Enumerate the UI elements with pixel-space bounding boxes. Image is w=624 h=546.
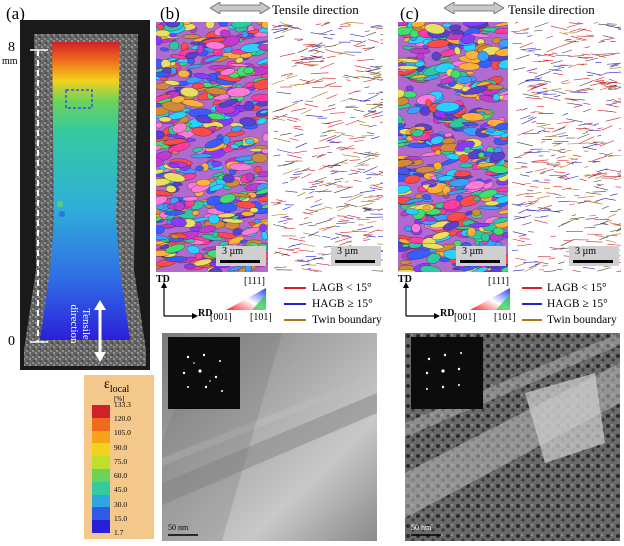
colorbar-segment: [92, 494, 110, 508]
scale-bar-label-b2: 3 µm: [337, 246, 359, 257]
boundary-legend-b: LAGB < 15° HAGB ≥ 15° Twin boundary: [284, 280, 394, 328]
legend-swatch: [284, 303, 306, 305]
ipf-map-svg-b: [156, 22, 268, 272]
colorbar-tick-label: 133.3: [114, 400, 131, 409]
legend-item-hagb: HAGB ≥ 15°: [522, 296, 624, 312]
axes-legend-b: TD RD: [156, 274, 212, 320]
tensile-arrow-b: [210, 2, 270, 14]
colorbar-segment: [92, 469, 110, 482]
ipf-map-c: 3 µm: [398, 22, 508, 272]
boundary-map-svg-c: [511, 22, 621, 272]
legend-item-twin: Twin boundary: [522, 312, 624, 328]
ipf-key-c: [111] [001] [101]: [454, 276, 522, 324]
ipf-triangle-icon: [226, 288, 266, 310]
colorbar-unit: [%]: [114, 395, 125, 403]
colorbar-tick-label: 120.0: [114, 414, 131, 424]
axes-legend-c: TD RD: [398, 274, 454, 320]
panel-label-b: (b): [160, 4, 180, 23]
colorbar-tick-label: 45.0: [114, 485, 128, 495]
colorbar-segment: [92, 443, 110, 457]
ipf-111-label: [111]: [488, 276, 509, 287]
scale-bar-b2: [335, 260, 375, 263]
axis-td-label: TD: [156, 274, 170, 285]
double-arrow-icon: [210, 2, 270, 14]
boundary-map-c: 3 µm: [511, 22, 621, 272]
boundary-legend-c: LAGB < 15° HAGB ≥ 15° Twin boundary: [522, 280, 624, 328]
ipf-key-b: [111] [001] [101]: [210, 276, 278, 324]
double-arrow-icon: [444, 2, 504, 14]
axis-rd-label: RD: [198, 308, 213, 319]
ipf-111-label: [111]: [244, 276, 265, 287]
tem-scale-label-b: 50 nm: [168, 523, 189, 532]
tem-image-svg-b: [162, 333, 377, 541]
legend-swatch: [522, 287, 542, 289]
tem-scale-label-c: 50 nm: [411, 523, 432, 532]
boundary-map-b: 3 µm: [271, 22, 383, 272]
scale-bar-b1: [220, 260, 260, 263]
colorbar-tick-label: 105.0: [114, 428, 131, 438]
colorbar-segment: [92, 417, 110, 431]
tem-image-c: 50 nm: [405, 333, 620, 541]
tem-image-svg-c: [405, 333, 620, 541]
scale-bar-label-c1: 3 µm: [462, 246, 484, 257]
tensile-direction-b: Tensile direction: [272, 2, 359, 17]
axis-rd-label: RD: [440, 308, 455, 319]
legend-item-lagb: LAGB < 15°: [522, 280, 624, 296]
ipf-map-svg-c: [398, 22, 508, 272]
scale-bar-c2: [573, 260, 613, 263]
colorbar-title: εlocal: [104, 377, 130, 395]
axes-icon: [403, 282, 440, 319]
colorbar-segment: [92, 430, 110, 444]
strain-map-svg: [20, 20, 150, 370]
legend-swatch: [284, 287, 306, 289]
scale-bar-label-b1: 3 µm: [222, 246, 244, 257]
panel-label-c: (c): [400, 4, 419, 23]
ipf-101-label: [101]: [494, 312, 516, 323]
ipf-001-label: [001]: [454, 312, 476, 323]
colorbar-segment: [92, 405, 110, 418]
scale-unit-label: mm: [2, 56, 18, 67]
colorbar-segment: [92, 481, 110, 495]
colorbar-tick-label: 90.0: [114, 442, 128, 452]
scale-bar-c1: [460, 260, 500, 263]
legend-swatch: [522, 303, 542, 305]
colorbar-panel: εlocal [%] 133.3 120.0 105.0 90.0 75.0 60.0 45…: [84, 375, 154, 539]
axes-icon: [161, 282, 198, 319]
tensile-direction-c: Tensile direction: [508, 2, 595, 17]
ipf-101-label: [101]: [250, 312, 272, 323]
colorbar-segment: [92, 456, 110, 469]
colorbar-tick-label: 30.0: [114, 499, 128, 509]
colorbar-segment: [92, 520, 110, 533]
boundary-map-svg-b: [271, 22, 383, 272]
colorbar-strip: [92, 405, 110, 533]
scale-bar-label-c2: 3 µm: [575, 246, 597, 257]
colorbar-tick-label: 15.0: [114, 513, 128, 523]
tensile-arrow-c: [444, 2, 504, 14]
colorbar-tick-label: 75.0: [114, 456, 128, 466]
colorbar-ticks: 133.3 120.0 105.0 90.0 75.0 60.0 45.0 30.0 15.0 1…: [114, 400, 154, 537]
legend-item-hagb: HAGB ≥ 15°: [284, 296, 394, 312]
legend-swatch: [522, 319, 542, 321]
ipf-map-b: 3 µm: [156, 22, 268, 272]
scale-bottom-label: 0: [8, 334, 15, 349]
tensile-direction-label: Tensile direction: [68, 304, 92, 344]
strain-map: [20, 20, 150, 370]
legend-swatch: [284, 319, 306, 321]
panel-label-a: (a): [6, 4, 25, 23]
colorbar-tick-label: 1.7: [114, 528, 124, 537]
ipf-triangle-icon: [470, 288, 510, 310]
colorbar-tick-label: 60.0: [114, 471, 128, 481]
ipf-001-label: [001]: [210, 312, 232, 323]
legend-item-twin: Twin boundary: [284, 312, 394, 328]
tem-image-b: 50 nm: [162, 333, 377, 541]
colorbar-segment: [92, 507, 110, 521]
axis-td-label: TD: [398, 274, 412, 285]
legend-item-lagb: LAGB < 15°: [284, 280, 394, 296]
scale-top-label: 8: [8, 40, 15, 55]
